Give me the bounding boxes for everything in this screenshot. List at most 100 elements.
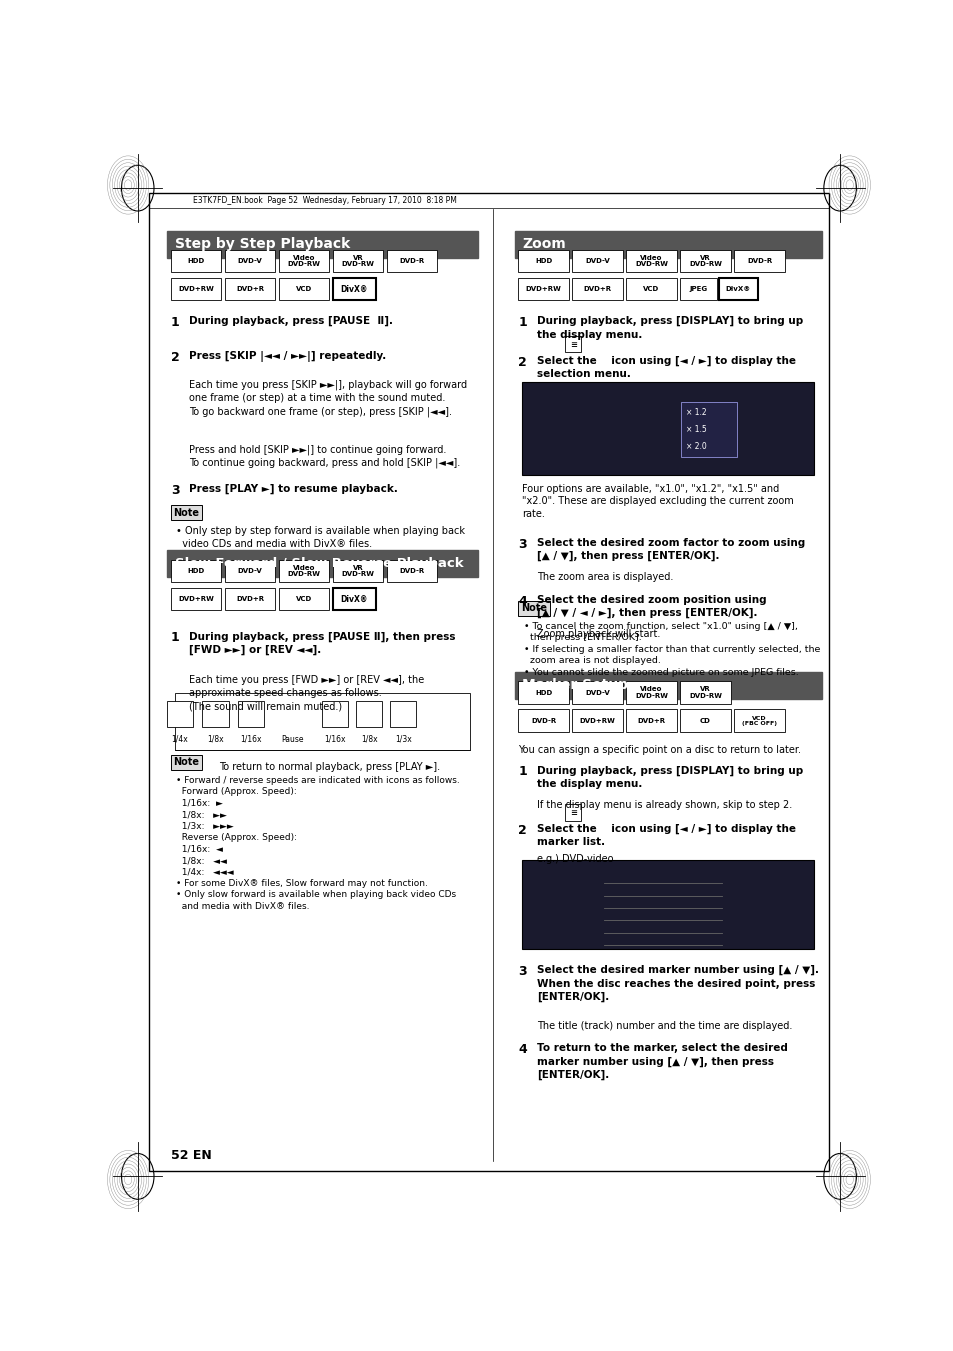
- Text: HDD: HDD: [188, 258, 205, 263]
- FancyBboxPatch shape: [171, 250, 221, 273]
- Text: The title (track) number and the time are displayed.: The title (track) number and the time ar…: [537, 1021, 792, 1031]
- FancyBboxPatch shape: [572, 709, 622, 732]
- Text: Select the    icon using [◄ / ►] to display the
selection menu.: Select the icon using [◄ / ►] to display…: [537, 355, 795, 380]
- Text: 4: 4: [518, 594, 527, 608]
- Text: VCD: VCD: [642, 286, 659, 292]
- Text: Video
DVD-RW: Video DVD-RW: [287, 565, 320, 577]
- FancyBboxPatch shape: [278, 559, 329, 582]
- FancyBboxPatch shape: [321, 701, 348, 727]
- FancyBboxPatch shape: [174, 693, 470, 750]
- FancyBboxPatch shape: [515, 231, 821, 258]
- Text: During playback, press [DISPLAY] to bring up
the display menu.: During playback, press [DISPLAY] to brin…: [537, 766, 802, 789]
- FancyBboxPatch shape: [518, 709, 568, 732]
- FancyBboxPatch shape: [278, 588, 329, 611]
- Text: VR
DVD-RW: VR DVD-RW: [688, 686, 721, 698]
- Text: Note: Note: [173, 758, 199, 767]
- Text: • To cancel the zoom function, select "x1.0" using [▲ / ▼],
  then press [ENTER/: • To cancel the zoom function, select "x…: [523, 621, 820, 677]
- Text: DivX®: DivX®: [725, 286, 750, 292]
- FancyBboxPatch shape: [390, 701, 416, 727]
- FancyBboxPatch shape: [572, 681, 622, 704]
- Text: Step by Step Playback: Step by Step Playback: [174, 238, 350, 251]
- Text: DVD-V: DVD-V: [237, 258, 262, 263]
- Text: To return to the marker, select the desired
marker number using [▲ / ▼], then pr: To return to the marker, select the desi…: [537, 1043, 787, 1081]
- Text: e.g.) DVD-video: e.g.) DVD-video: [537, 854, 613, 863]
- FancyBboxPatch shape: [202, 701, 229, 727]
- FancyBboxPatch shape: [387, 559, 436, 582]
- FancyBboxPatch shape: [333, 250, 383, 273]
- Text: DVD+RW: DVD+RW: [178, 286, 213, 292]
- FancyBboxPatch shape: [718, 277, 757, 300]
- Text: VCD: VCD: [295, 596, 312, 603]
- Text: Select the    icon using [◄ / ►] to display the
marker list.: Select the icon using [◄ / ►] to display…: [537, 824, 795, 847]
- Text: DVD+RW: DVD+RW: [579, 717, 615, 724]
- Text: 3: 3: [171, 484, 179, 497]
- Text: During playback, press [PAUSE Ⅱ], then press
[FWD ►►] or [REV ◄◄].: During playback, press [PAUSE Ⅱ], then p…: [190, 631, 456, 655]
- Text: VR
DVD-RW: VR DVD-RW: [688, 255, 721, 267]
- Text: 3: 3: [518, 538, 527, 551]
- FancyBboxPatch shape: [734, 709, 783, 732]
- Text: 1/4x: 1/4x: [172, 735, 188, 744]
- Text: VCD
(FBC OFF): VCD (FBC OFF): [741, 716, 776, 725]
- Text: DVD+RW: DVD+RW: [525, 286, 561, 292]
- FancyBboxPatch shape: [237, 701, 264, 727]
- FancyBboxPatch shape: [225, 250, 275, 273]
- FancyBboxPatch shape: [167, 701, 193, 727]
- FancyBboxPatch shape: [564, 804, 580, 820]
- Text: Press [PLAY ►] to resume playback.: Press [PLAY ►] to resume playback.: [190, 484, 398, 494]
- FancyBboxPatch shape: [355, 701, 382, 727]
- Text: Each time you press [SKIP ►►|], playback will go forward
one frame (or step) at : Each time you press [SKIP ►►|], playback…: [190, 380, 467, 417]
- Text: Press and hold [SKIP ►►|] to continue going forward.
To continue going backward,: Press and hold [SKIP ►►|] to continue go…: [190, 444, 460, 469]
- FancyBboxPatch shape: [734, 250, 783, 273]
- Text: DVD+R: DVD+R: [637, 717, 665, 724]
- FancyBboxPatch shape: [333, 588, 375, 611]
- Text: Four options are available, "x1.0", "x1.2", "x1.5" and
"x2.0". These are display: Four options are available, "x1.0", "x1.…: [521, 484, 793, 519]
- FancyBboxPatch shape: [679, 250, 730, 273]
- Text: Note: Note: [173, 508, 199, 517]
- Text: DVD+RW: DVD+RW: [178, 596, 213, 603]
- Text: Select the desired zoom factor to zoom using
[▲ / ▼], then press [ENTER/OK].: Select the desired zoom factor to zoom u…: [537, 538, 804, 561]
- FancyBboxPatch shape: [278, 277, 329, 300]
- Text: 1: 1: [518, 766, 527, 778]
- FancyBboxPatch shape: [626, 277, 676, 300]
- FancyBboxPatch shape: [225, 588, 275, 611]
- FancyBboxPatch shape: [518, 601, 549, 616]
- Text: CD: CD: [700, 717, 710, 724]
- FancyBboxPatch shape: [225, 277, 275, 300]
- FancyBboxPatch shape: [333, 559, 383, 582]
- Text: DVD+R: DVD+R: [583, 286, 611, 292]
- Text: ≡: ≡: [569, 808, 577, 817]
- Text: VCD: VCD: [295, 286, 312, 292]
- Text: Each time you press [FWD ►►] or [REV ◄◄], the
approximate speed changes as follo: Each time you press [FWD ►►] or [REV ◄◄]…: [190, 676, 424, 712]
- FancyBboxPatch shape: [680, 403, 736, 457]
- FancyBboxPatch shape: [626, 250, 676, 273]
- Text: DVD-R: DVD-R: [399, 258, 424, 263]
- FancyBboxPatch shape: [518, 250, 568, 273]
- Text: DivX®: DivX®: [340, 594, 368, 604]
- FancyBboxPatch shape: [518, 277, 568, 300]
- Text: VR
DVD-RW: VR DVD-RW: [341, 565, 375, 577]
- Text: 2: 2: [171, 351, 179, 365]
- Text: • Only step by step forward is available when playing back
  video CDs and media: • Only step by step forward is available…: [176, 526, 465, 549]
- Text: Zoom: Zoom: [521, 238, 565, 251]
- Text: Marker Setup: Marker Setup: [521, 678, 627, 692]
- FancyBboxPatch shape: [572, 250, 622, 273]
- Text: 4: 4: [518, 1043, 527, 1056]
- Text: DVD-V: DVD-V: [584, 258, 609, 263]
- FancyBboxPatch shape: [149, 193, 828, 1171]
- Text: DVD+R: DVD+R: [235, 286, 264, 292]
- FancyBboxPatch shape: [518, 681, 568, 704]
- Text: 1: 1: [171, 631, 179, 644]
- Text: DVD-V: DVD-V: [237, 567, 262, 574]
- FancyBboxPatch shape: [278, 250, 329, 273]
- FancyBboxPatch shape: [521, 381, 813, 476]
- Text: DVD-R: DVD-R: [746, 258, 771, 263]
- Text: HDD: HDD: [535, 258, 552, 263]
- Text: 1: 1: [171, 316, 179, 330]
- FancyBboxPatch shape: [171, 588, 221, 611]
- FancyBboxPatch shape: [626, 709, 676, 732]
- Text: • Forward / reverse speeds are indicated with icons as follows.
  Forward (Appro: • Forward / reverse speeds are indicated…: [176, 775, 459, 911]
- Text: Press [SKIP |◄◄ / ►►|] repeatedly.: Press [SKIP |◄◄ / ►►|] repeatedly.: [190, 351, 386, 362]
- Text: Zoom playback will start.: Zoom playback will start.: [537, 630, 659, 639]
- Text: JPEG: JPEG: [689, 286, 707, 292]
- FancyBboxPatch shape: [679, 709, 730, 732]
